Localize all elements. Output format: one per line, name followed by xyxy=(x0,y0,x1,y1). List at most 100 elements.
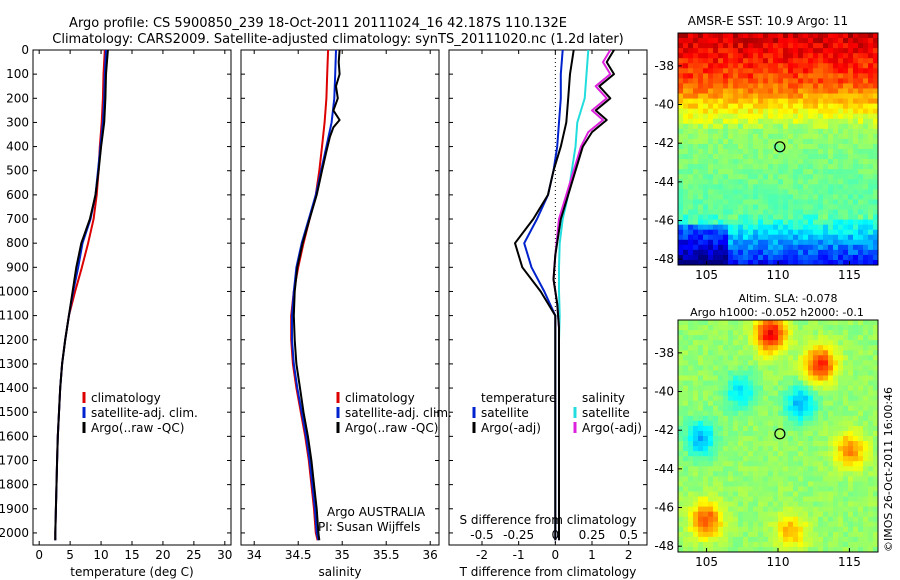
map-cell xyxy=(793,53,799,59)
map-cell xyxy=(733,138,739,145)
map-cell xyxy=(693,53,699,59)
map-x-tick-label: 115 xyxy=(838,268,861,282)
map-cell xyxy=(718,425,724,432)
map-cell xyxy=(783,430,789,437)
map-cell xyxy=(853,249,859,256)
map-cell xyxy=(713,58,719,64)
map-cell xyxy=(763,83,769,89)
map-cell xyxy=(813,526,819,533)
map-cell xyxy=(868,335,874,341)
map-cell xyxy=(833,113,839,120)
map-cell xyxy=(723,481,729,487)
map-cell xyxy=(708,239,714,246)
map-cell xyxy=(813,365,819,371)
map-cell xyxy=(848,531,854,538)
map-cell xyxy=(743,456,749,462)
map-cell xyxy=(873,254,879,261)
map-cell xyxy=(813,154,819,160)
map-cell xyxy=(798,189,804,195)
map-cell xyxy=(798,224,804,231)
map-cell xyxy=(723,471,729,477)
map-cell xyxy=(808,531,814,538)
map-cell xyxy=(848,209,854,215)
map-cell xyxy=(788,189,794,195)
map-cell xyxy=(708,355,714,361)
map-cell xyxy=(798,375,804,381)
map-cell xyxy=(743,123,749,130)
map-cell xyxy=(693,385,699,392)
map-cell xyxy=(768,128,774,135)
map-cell xyxy=(678,360,684,366)
map-cell xyxy=(713,123,719,130)
map-cell xyxy=(808,58,814,64)
map-cell xyxy=(713,128,719,135)
map-cell xyxy=(843,169,849,175)
map-cell xyxy=(678,325,684,331)
map-cell xyxy=(733,239,739,246)
map-cell xyxy=(808,476,814,482)
map-cell xyxy=(853,83,859,89)
map-cell xyxy=(823,184,829,190)
map-cell xyxy=(723,43,729,49)
map-cell xyxy=(813,169,819,175)
map-cell xyxy=(868,249,874,256)
map-cell xyxy=(798,415,804,422)
map-cell xyxy=(763,149,769,155)
map-cell xyxy=(863,330,869,336)
map-cell xyxy=(833,169,839,175)
map-cell xyxy=(793,78,799,84)
map-cell xyxy=(738,456,744,462)
map-cell xyxy=(828,531,834,538)
map-cell xyxy=(698,93,704,99)
map-cell xyxy=(703,441,709,447)
map-cell xyxy=(708,486,714,492)
map-cell xyxy=(678,380,684,386)
map-cell xyxy=(693,400,699,407)
map-cell xyxy=(748,234,754,241)
map-cell xyxy=(678,214,684,221)
map-cell xyxy=(803,133,809,140)
map-cell xyxy=(808,340,814,346)
map-cell xyxy=(838,103,844,110)
map-cell xyxy=(683,330,689,336)
map-cell xyxy=(723,420,729,427)
map-cell xyxy=(768,48,774,54)
map-cell xyxy=(693,93,699,99)
map-cell xyxy=(778,164,784,170)
map-cell xyxy=(773,143,779,150)
map-cell xyxy=(743,244,749,251)
map-cell xyxy=(728,53,734,59)
map-cell xyxy=(793,526,799,533)
map-cell xyxy=(828,506,834,513)
map-cell xyxy=(783,365,789,371)
map-cell xyxy=(863,169,869,175)
map-cell xyxy=(748,501,754,508)
map-cell xyxy=(708,546,714,553)
map-cell xyxy=(748,511,754,518)
map-cell xyxy=(818,108,824,115)
map-cell xyxy=(718,446,724,452)
map-cell xyxy=(828,58,834,64)
map-cell xyxy=(868,179,874,185)
map-cell xyxy=(763,33,769,39)
map-cell xyxy=(808,375,814,381)
map-cell xyxy=(738,330,744,336)
map-cell xyxy=(723,123,729,130)
map-cell xyxy=(843,516,849,523)
map-cell xyxy=(768,340,774,346)
map-cell xyxy=(863,340,869,346)
map-cell xyxy=(748,375,754,381)
map-cell xyxy=(703,476,709,482)
map-cell xyxy=(743,335,749,341)
map-cell xyxy=(848,420,854,427)
map-cell xyxy=(763,350,769,356)
map-cell xyxy=(778,511,784,518)
map-cell xyxy=(748,355,754,361)
map-cell xyxy=(768,68,774,74)
map-cell xyxy=(723,365,729,371)
map-cell xyxy=(833,159,839,165)
map-cell xyxy=(688,375,694,381)
map-cell xyxy=(818,355,824,361)
map-cell xyxy=(788,244,794,251)
map-cell xyxy=(853,78,859,84)
